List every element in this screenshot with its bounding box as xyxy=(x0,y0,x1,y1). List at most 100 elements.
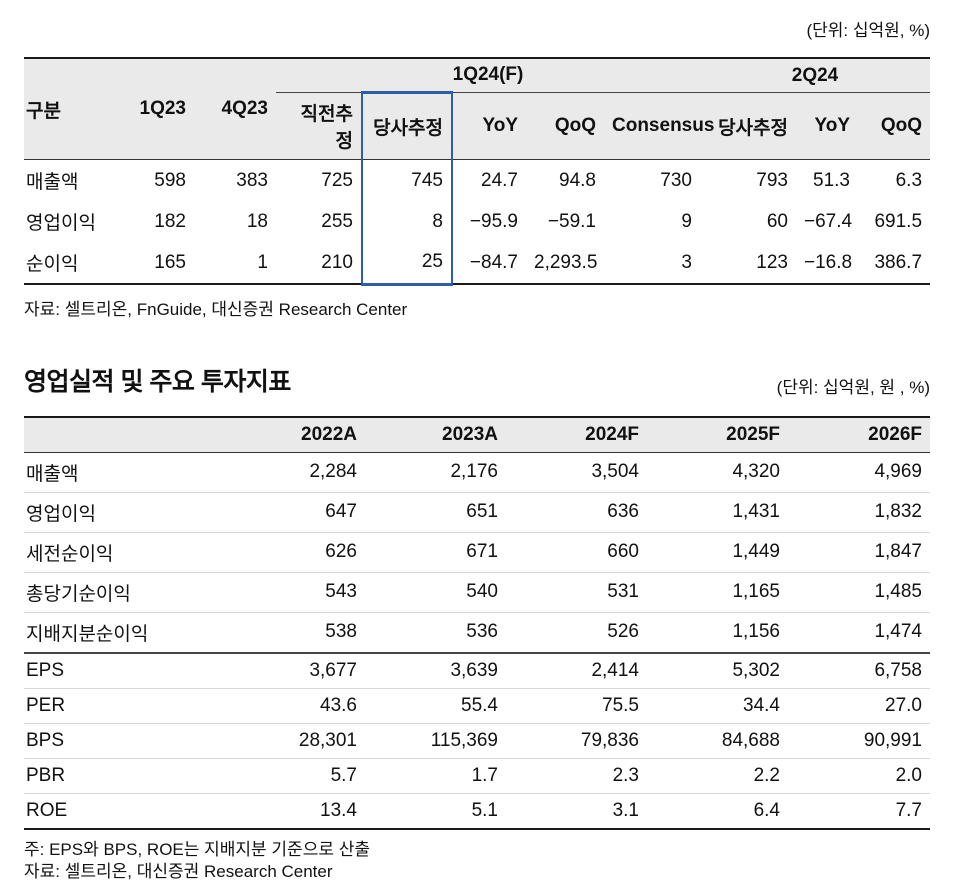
col-header-4q23: 4Q23 xyxy=(194,58,276,160)
row-label: PER xyxy=(24,688,224,723)
col-header-2025f: 2025F xyxy=(647,417,788,453)
table-cell: 2.2 xyxy=(647,758,788,793)
table-cell: 2,293.5 xyxy=(526,242,604,284)
table-cell: 13.4 xyxy=(224,793,365,829)
table-row-pretax-profit: 세전순이익 626 671 660 1,449 1,847 xyxy=(24,532,930,572)
table-row-operating-profit: 영업이익 647 651 636 1,431 1,832 xyxy=(24,492,930,532)
table-cell: 5.1 xyxy=(365,793,506,829)
table-cell: 3,639 xyxy=(365,653,506,689)
table-cell: 671 xyxy=(365,532,506,572)
col-header-yoy-2q24: YoY xyxy=(796,93,858,160)
table-cell: 1,474 xyxy=(788,612,930,653)
source-note-quarterly: 자료: 셀트리온, FnGuide, 대신증권 Research Center xyxy=(24,295,930,320)
row-label: 매출액 xyxy=(24,160,116,202)
table-cell: 2,284 xyxy=(224,452,365,492)
table-cell: 94.8 xyxy=(526,160,604,202)
table-cell: 1,449 xyxy=(647,532,788,572)
table-row-eps: EPS 3,677 3,639 2,414 5,302 6,758 xyxy=(24,653,930,689)
table-cell: 1,832 xyxy=(788,492,930,532)
row-label: 세전순이익 xyxy=(24,532,224,572)
table-cell: 2,414 xyxy=(506,653,647,689)
table-cell: 165 xyxy=(116,242,194,284)
table-cell: 27.0 xyxy=(788,688,930,723)
col-header-qoq-1q24: QoQ xyxy=(526,93,604,160)
table-cell: 531 xyxy=(506,572,647,612)
table-cell: 543 xyxy=(224,572,365,612)
table-cell: 540 xyxy=(365,572,506,612)
section-title: 영업실적 및 주요 투자지표 xyxy=(24,362,291,398)
table-cell: −67.4 xyxy=(796,201,858,242)
table-cell: 3,504 xyxy=(506,452,647,492)
table-cell: −16.8 xyxy=(796,242,858,284)
table-cell: 6,758 xyxy=(788,653,930,689)
table-cell: 24.7 xyxy=(452,160,526,202)
row-label: BPS xyxy=(24,723,224,758)
table-cell: 60 xyxy=(700,201,796,242)
table-cell: 1 xyxy=(194,242,276,284)
col-header-2026f: 2026F xyxy=(788,417,930,453)
table-cell: 725 xyxy=(276,160,362,202)
quarterly-estimates-table: 구분 1Q23 4Q23 1Q24(F) 2Q24 직전추정 당사추정 YoY … xyxy=(24,57,930,286)
col-header-consensus: Consensus xyxy=(604,93,700,160)
row-label: 순이익 xyxy=(24,242,116,284)
table-cell: 1,165 xyxy=(647,572,788,612)
table-cell: 2.0 xyxy=(788,758,930,793)
table-cell: 636 xyxy=(506,492,647,532)
table-cell: 55.4 xyxy=(365,688,506,723)
table-cell: 1.7 xyxy=(365,758,506,793)
table-cell: 90,991 xyxy=(788,723,930,758)
col-group-1q24f: 1Q24(F) xyxy=(276,58,700,93)
col-header-gubun: 구분 xyxy=(24,58,116,160)
table-cell: 536 xyxy=(365,612,506,653)
table-row-total-net-profit: 총당기순이익 543 540 531 1,165 1,485 xyxy=(24,572,930,612)
table-cell: 598 xyxy=(116,160,194,202)
table-cell: 123 xyxy=(700,242,796,284)
table-cell: −84.7 xyxy=(452,242,526,284)
table-cell: 182 xyxy=(116,201,194,242)
col-header-1q23: 1Q23 xyxy=(116,58,194,160)
table-row-net-profit: 순이익 165 1 210 25 −84.7 2,293.5 3 123 −16… xyxy=(24,242,930,284)
annual-header-row: 2022A 2023A 2024F 2025F 2026F xyxy=(24,417,930,453)
table-cell: 43.6 xyxy=(224,688,365,723)
table-cell: 651 xyxy=(365,492,506,532)
table-cell: −59.1 xyxy=(526,201,604,242)
table-cell: 626 xyxy=(224,532,365,572)
table-cell: 7.7 xyxy=(788,793,930,829)
table-cell: 1,156 xyxy=(647,612,788,653)
table-cell: 34.4 xyxy=(647,688,788,723)
table-cell: 386.7 xyxy=(858,242,930,284)
table-cell: 730 xyxy=(604,160,700,202)
table-cell: 28,301 xyxy=(224,723,365,758)
quarterly-header-group-row: 구분 1Q23 4Q23 1Q24(F) 2Q24 xyxy=(24,58,930,93)
table-row-controlling-net-profit: 지배지분순이익 538 536 526 1,156 1,474 xyxy=(24,612,930,653)
table-cell: 538 xyxy=(224,612,365,653)
row-label: PBR xyxy=(24,758,224,793)
table-cell-highlighted: 8 xyxy=(362,201,452,242)
table-cell: 793 xyxy=(700,160,796,202)
section-header: 영업실적 및 주요 투자지표 (단위: 십억원, 원 , %) xyxy=(24,362,930,398)
table-cell: 647 xyxy=(224,492,365,532)
table-cell-highlighted: 25 xyxy=(362,242,452,284)
table-cell: 115,369 xyxy=(365,723,506,758)
row-label: 지배지분순이익 xyxy=(24,612,224,653)
row-label: ROE xyxy=(24,793,224,829)
unit-label-top: (단위: 십억원, %) xyxy=(24,16,930,41)
table-row-roe: ROE 13.4 5.1 3.1 6.4 7.7 xyxy=(24,793,930,829)
table-row-pbr: PBR 5.7 1.7 2.3 2.2 2.0 xyxy=(24,758,930,793)
table-cell: 2.3 xyxy=(506,758,647,793)
col-header-prev-estimate: 직전추정 xyxy=(276,93,362,160)
col-header-2024f: 2024F xyxy=(506,417,647,453)
table-cell: 4,320 xyxy=(647,452,788,492)
table-cell: 660 xyxy=(506,532,647,572)
table-cell: 6.3 xyxy=(858,160,930,202)
row-label: 매출액 xyxy=(24,452,224,492)
col-group-2q24: 2Q24 xyxy=(700,58,930,93)
table-cell-highlighted: 745 xyxy=(362,160,452,202)
table-cell: 3 xyxy=(604,242,700,284)
col-header-our-estimate-1q24: 당사추정 xyxy=(362,93,452,160)
row-label: 총당기순이익 xyxy=(24,572,224,612)
table-cell: 9 xyxy=(604,201,700,242)
table-row-revenue: 매출액 2,284 2,176 3,504 4,320 4,969 xyxy=(24,452,930,492)
table-row-bps: BPS 28,301 115,369 79,836 84,688 90,991 xyxy=(24,723,930,758)
table-cell: 1,485 xyxy=(788,572,930,612)
